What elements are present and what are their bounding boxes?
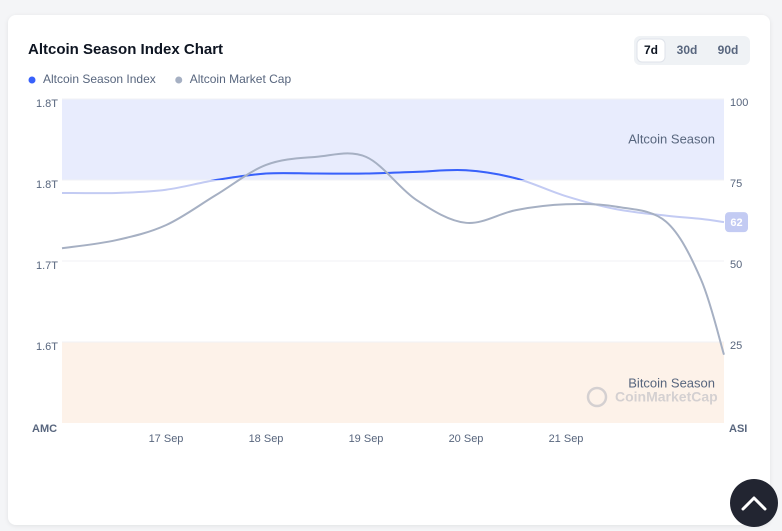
scroll-top[interactable] <box>730 479 778 527</box>
y2-tick-label: 75 <box>730 178 742 190</box>
range-button[interactable]: 7d <box>644 43 658 57</box>
season-band <box>62 342 724 423</box>
card <box>8 15 770 525</box>
range-button[interactable]: 90d <box>718 43 739 57</box>
legend-marker <box>175 76 183 84</box>
range-button[interactable]: 30d <box>677 43 698 57</box>
range-button-selected <box>636 38 666 63</box>
y-axis-label: AMC <box>32 423 57 435</box>
y2-tick-label: 100 <box>730 97 748 109</box>
watermark: CoinMarketCap <box>586 386 718 408</box>
season-band <box>62 99 724 180</box>
y-tick-label: 1.8T <box>36 179 58 191</box>
line-highlight <box>210 169 525 180</box>
legend-label: Altcoin Market Cap <box>190 72 292 86</box>
band-label: Bitcoin Season <box>628 375 715 390</box>
x-tick-label: 19 Sep <box>349 433 384 445</box>
y2-tick-label: 50 <box>730 259 742 271</box>
line-series <box>61 152 725 356</box>
legend-marker <box>28 76 36 84</box>
x-tick-label: 21 Sep <box>549 433 584 445</box>
y-tick-label: 1.7T <box>36 260 58 272</box>
watermark-text: CoinMarketCap <box>615 389 718 405</box>
y-tick-label: 1.8T <box>36 98 58 110</box>
watermark-logo <box>586 386 608 408</box>
y2-axis-label: ASI <box>729 423 747 435</box>
last-value-label: 62 <box>730 217 742 229</box>
x-tick-label: 18 Sep <box>249 433 284 445</box>
x-tick-label: 17 Sep <box>149 433 184 445</box>
chart-title: Altcoin Season Index Chart <box>28 41 223 58</box>
band-label: Altcoin Season <box>628 131 715 146</box>
last-value-badge <box>725 212 748 233</box>
legend-label: Altcoin Season Index <box>43 72 156 86</box>
y2-tick-label: 25 <box>730 340 742 352</box>
y-tick-label: 1.6T <box>36 341 58 353</box>
x-tick-label: 20 Sep <box>449 433 484 445</box>
